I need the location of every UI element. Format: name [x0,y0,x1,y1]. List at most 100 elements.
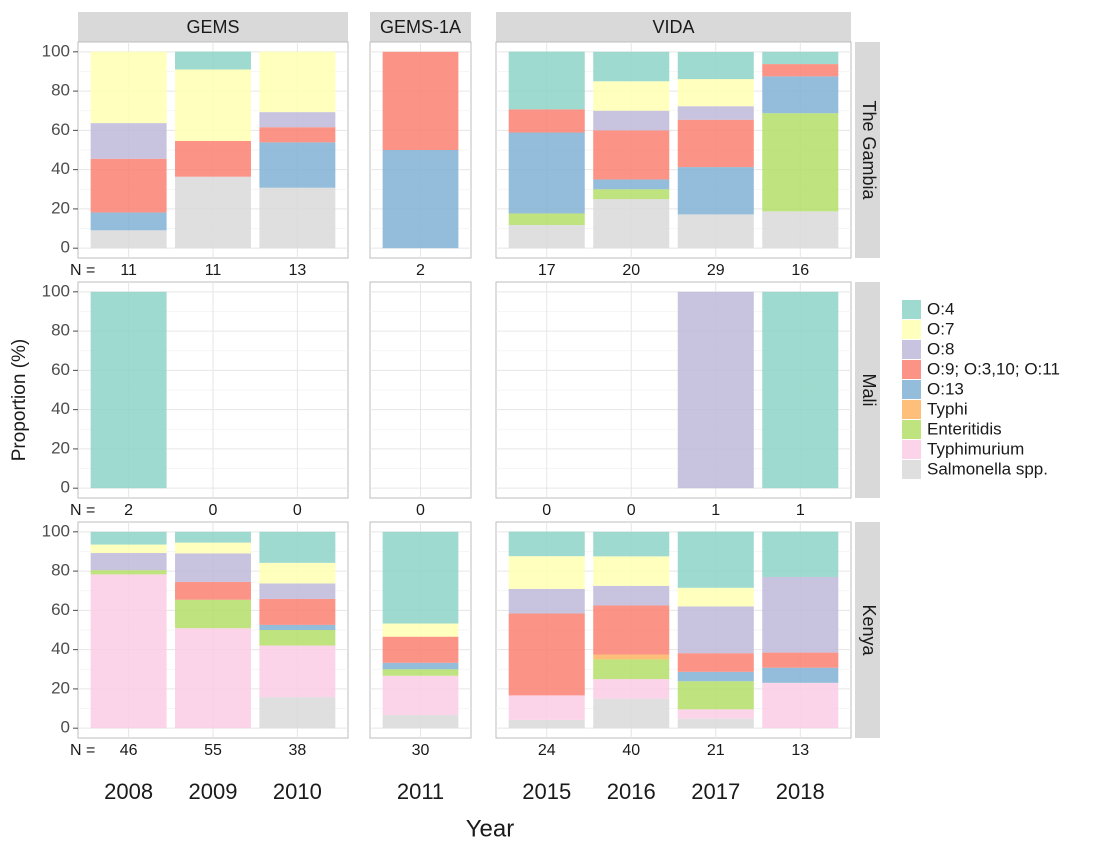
n-label: 11 [205,262,222,279]
x-tick-label: 2018 [776,779,825,804]
bar-segment [593,654,670,660]
facet-strip [496,12,851,42]
bar-segment [593,556,670,586]
bar-segment [762,682,839,729]
bar-segment [90,570,167,575]
facet-strip [370,12,471,42]
bar-segment [593,179,670,190]
legend-label: Enteritidis [927,419,1002,438]
bar-segment [593,130,670,180]
n-label: 2 [416,262,425,279]
y-tick-label: 0 [61,718,70,737]
bar-segment [677,106,754,120]
bar-segment [508,556,585,589]
n-label: 0 [293,502,302,519]
y-tick-label: 60 [51,360,70,379]
y-tick-label: 40 [51,639,70,658]
bar-segment [762,64,839,77]
legend-label: O:9; O:3,10; O:11 [927,359,1060,378]
bar-segment [677,291,754,489]
bar-segment [90,123,167,159]
y-tick-label: 20 [51,678,70,697]
bar-segment [175,140,251,177]
legend-label: O:4 [927,299,954,318]
x-tick-label: 2010 [273,779,322,804]
n-label: 40 [622,742,640,759]
bar-segment [382,150,459,249]
bar-segment [175,599,251,629]
bar-segment [762,531,839,577]
bar-segment [677,709,754,719]
y-tick-label: 80 [51,321,70,340]
bar-segment [593,698,670,729]
bar-segment [762,211,839,249]
bar-segment [593,585,670,606]
bar-segment [508,719,585,729]
legend-swatch [902,400,921,419]
row-strip [855,42,880,258]
bar-segment [259,598,336,625]
bar-segment [90,574,167,729]
bar-segment [677,671,754,682]
bar-segment [90,531,167,545]
n-label: 0 [542,502,551,519]
legend-label: Typhi [927,399,968,418]
legend-swatch [902,440,921,459]
n-label: 11 [120,262,137,279]
n-label: 30 [412,742,430,759]
bar-segment [259,187,336,249]
bar-segment [259,624,336,630]
bar-segment [677,653,754,672]
row-label: The Gambia [859,100,879,200]
bar-segment [762,291,839,489]
bar-segment [90,230,167,249]
n-label: 55 [204,742,222,759]
bar-segment [677,681,754,710]
n-label: 13 [791,742,809,759]
bar-segment [593,199,670,249]
bar-segment [259,51,336,113]
bar-segment [762,76,839,114]
bar-segment [762,51,839,65]
bar-segment [677,79,754,107]
bar-segment [677,587,754,607]
legend-label: Typhimurium [927,439,1024,458]
bar-segment [382,623,459,637]
bar-segment [175,531,251,543]
legend-swatch [902,340,921,359]
legend-swatch [902,300,921,319]
n-label: 2 [124,502,133,519]
facet-label: VIDA [652,17,694,37]
bar-segment [175,542,251,554]
bar-segment [382,669,459,676]
y-tick-label: 100 [42,281,70,300]
bar-segment [762,667,839,683]
bar-segment [259,697,336,729]
bar-segment [677,606,754,654]
bar-segment [593,110,670,131]
bar-segment [382,531,459,624]
bar-segment [677,718,754,729]
y-tick-label: 20 [51,198,70,217]
bar-segment [593,51,670,82]
bar-segment [593,81,670,111]
bar-segment [593,659,670,680]
bar-segment [259,142,336,188]
bar-segment [90,212,167,231]
bar-segment [175,581,251,600]
n-prefix: N = [70,742,95,759]
bar-segment [175,69,251,141]
bar-segment [508,613,585,696]
y-tick-label: 40 [51,399,70,418]
row-label: Kenya [859,604,879,656]
bar-segment [593,189,670,200]
bar-segment [175,176,251,249]
bar-segment [508,225,585,249]
y-tick-label: 80 [51,561,70,580]
x-tick-label: 2008 [104,779,153,804]
row-strip [855,522,880,738]
bar-segment [90,51,167,124]
bar-segment [259,583,336,599]
legend-label: O:13 [927,379,964,398]
facet-label: GEMS [186,17,239,37]
